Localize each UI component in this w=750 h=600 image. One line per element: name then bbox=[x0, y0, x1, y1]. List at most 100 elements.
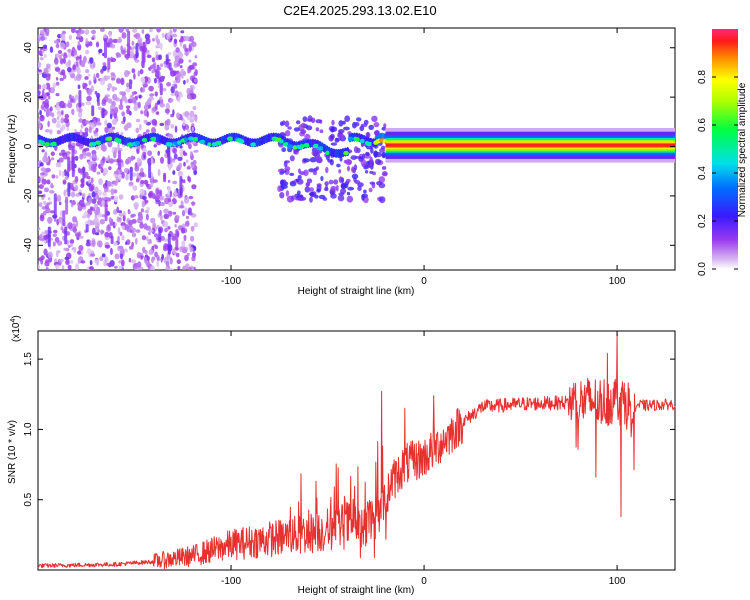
spectrogram-xtick-label: 100 bbox=[609, 276, 626, 287]
spectrogram-noise-blob bbox=[133, 195, 139, 199]
spectrogram-noise-blob bbox=[98, 106, 102, 111]
spectrogram-scatter-blob bbox=[320, 175, 324, 182]
spectrogram-scatter-blob bbox=[296, 178, 304, 185]
spectrogram-noise-blob bbox=[62, 154, 68, 160]
spectrogram-band-blob bbox=[40, 140, 46, 145]
spectrogram-noise-blob bbox=[149, 65, 153, 70]
spectrogram-noise-blob bbox=[176, 62, 181, 67]
spectrogram-noise-blob bbox=[50, 157, 55, 161]
spectrogram-noise-blob bbox=[125, 105, 131, 109]
spectrogram-scatter-blob bbox=[331, 119, 335, 126]
spectrogram-noise-blob bbox=[139, 223, 145, 229]
spectrogram-noise-blob bbox=[78, 199, 85, 206]
spectrogram-noise-blob bbox=[55, 162, 62, 168]
spectrogram-noise-blob bbox=[157, 150, 160, 156]
spectrogram-scatter-blob bbox=[351, 173, 359, 180]
spectrogram-noise-blob bbox=[55, 93, 60, 97]
colorbar-tick-label: 0.8 bbox=[697, 70, 708, 84]
spectrogram-noise-blob bbox=[123, 70, 130, 78]
spectrogram-noise-blob bbox=[104, 244, 111, 249]
spectrogram-noise-blob bbox=[106, 122, 112, 129]
spectrogram-scatter-blob bbox=[346, 165, 351, 172]
spectrogram-noise-streak bbox=[158, 228, 162, 243]
spectrogram-noise-blob bbox=[67, 51, 72, 58]
spectrogram-noise-blob bbox=[44, 187, 49, 193]
spectrogram-noise-blob bbox=[40, 104, 45, 110]
spectrogram-noise-blob bbox=[39, 110, 42, 116]
spectrogram-noise-blob bbox=[174, 125, 178, 133]
spectrogram-noise-blob bbox=[40, 36, 45, 41]
colorbar-tick-label: 0.4 bbox=[697, 166, 708, 180]
spectrogram-noise-blob bbox=[114, 222, 118, 227]
spectrogram-noise-blob bbox=[151, 63, 157, 70]
spectrogram-scatter-blob bbox=[381, 166, 387, 170]
spectrogram-scatter-blob bbox=[339, 156, 343, 162]
spectrogram-noise-streak bbox=[179, 176, 183, 196]
spectrogram-noise-blob bbox=[40, 97, 44, 101]
spectrogram-axes: -100 0 100 -40 -20 0 20 40 bbox=[23, 28, 675, 287]
spectrogram-noise-blob bbox=[89, 57, 94, 64]
spectrogram-noise-blob bbox=[175, 47, 180, 53]
spectrogram-noise-blob bbox=[190, 235, 195, 242]
spectrogram-noise-blob bbox=[49, 129, 53, 135]
spectrogram-noise-blob bbox=[183, 71, 187, 76]
spectrogram-noise-blob bbox=[173, 153, 178, 160]
spectrogram-scatter-blob bbox=[371, 115, 378, 123]
spectrogram-noise-streak bbox=[135, 42, 139, 59]
spectrogram-noise-blob bbox=[173, 83, 178, 89]
spectrogram-noise-blob bbox=[137, 261, 142, 268]
spectrogram-noise-blob bbox=[58, 54, 62, 60]
spectrogram-noise-blob bbox=[75, 193, 81, 197]
spectrogram-noise-blob bbox=[149, 93, 155, 97]
spectrogram-noise-blob bbox=[179, 93, 184, 98]
spectrogram-noise-blob bbox=[151, 256, 156, 261]
spectrogram-noise-blob bbox=[186, 78, 189, 84]
spectrogram-scatter-blob bbox=[353, 146, 359, 154]
spectrogram-noise-blob bbox=[158, 200, 161, 207]
spectrogram-noise-blob bbox=[88, 184, 94, 192]
spectrogram-noise-streak bbox=[165, 54, 169, 65]
spectrogram-noise-blob bbox=[108, 31, 112, 38]
spectrogram-noise-blob bbox=[94, 186, 99, 194]
spectrogram-noise-blob bbox=[155, 111, 159, 115]
spectrogram-noise-blob bbox=[89, 155, 92, 160]
spectrogram-noise-blob bbox=[177, 96, 181, 103]
spectrogram-noise-blob bbox=[80, 168, 83, 174]
spectrogram-noise-blob bbox=[155, 194, 160, 201]
spectrogram-noise-blob bbox=[38, 227, 41, 231]
spectrogram-noise-blob bbox=[96, 171, 101, 175]
spectrogram-scatter-blob bbox=[312, 170, 318, 176]
spectrogram-noise-blob bbox=[75, 142, 82, 147]
spectrogram-noise-blob bbox=[191, 201, 195, 207]
spectrogram-scatter-blob bbox=[383, 123, 387, 128]
spectrogram-band-blob bbox=[207, 142, 212, 147]
spectrogram-band-blob bbox=[166, 142, 174, 147]
spectrogram-noise-blob bbox=[101, 253, 106, 258]
spectrogram-noise-blob bbox=[159, 75, 165, 82]
spectrogram-noise-blob bbox=[78, 107, 83, 113]
spectrogram-noise-blob bbox=[176, 112, 180, 119]
spectrogram-noise-blob bbox=[38, 61, 42, 68]
spectrogram-xlabel: Height of straight line (km) bbox=[298, 286, 415, 297]
spectrogram-scatter-blob bbox=[361, 193, 369, 198]
spectrogram-noise-blob bbox=[176, 164, 182, 171]
spectrogram-noise-blob bbox=[38, 264, 41, 270]
spectrogram-noise-blob bbox=[77, 250, 82, 255]
spectrogram-noise-blob bbox=[122, 95, 127, 102]
spectrogram-noise-blob bbox=[104, 256, 109, 263]
spectrogram-noise-blob bbox=[45, 63, 51, 69]
spectrogram-scatter-blob bbox=[328, 179, 334, 185]
spectrogram-noise-blob bbox=[187, 207, 192, 214]
spectrogram-scatter-blob bbox=[302, 116, 308, 122]
spectrogram-noise-blob bbox=[134, 166, 140, 172]
spectrogram-noise-blob bbox=[108, 217, 112, 223]
spectrogram-noise-blob bbox=[91, 191, 96, 198]
spectrogram-scatter-blob bbox=[284, 160, 291, 164]
snr-panel: -100 0 100 0.5 1.0 1.5 Height of straight lin… bbox=[7, 315, 676, 596]
spectrogram-noise-blob bbox=[138, 172, 144, 177]
spectrogram-noise-blob bbox=[172, 211, 177, 215]
spectrogram-noise-streak bbox=[53, 193, 57, 219]
spectrogram-noise-blob bbox=[95, 127, 99, 133]
spectrogram-noise-blob bbox=[121, 171, 125, 179]
